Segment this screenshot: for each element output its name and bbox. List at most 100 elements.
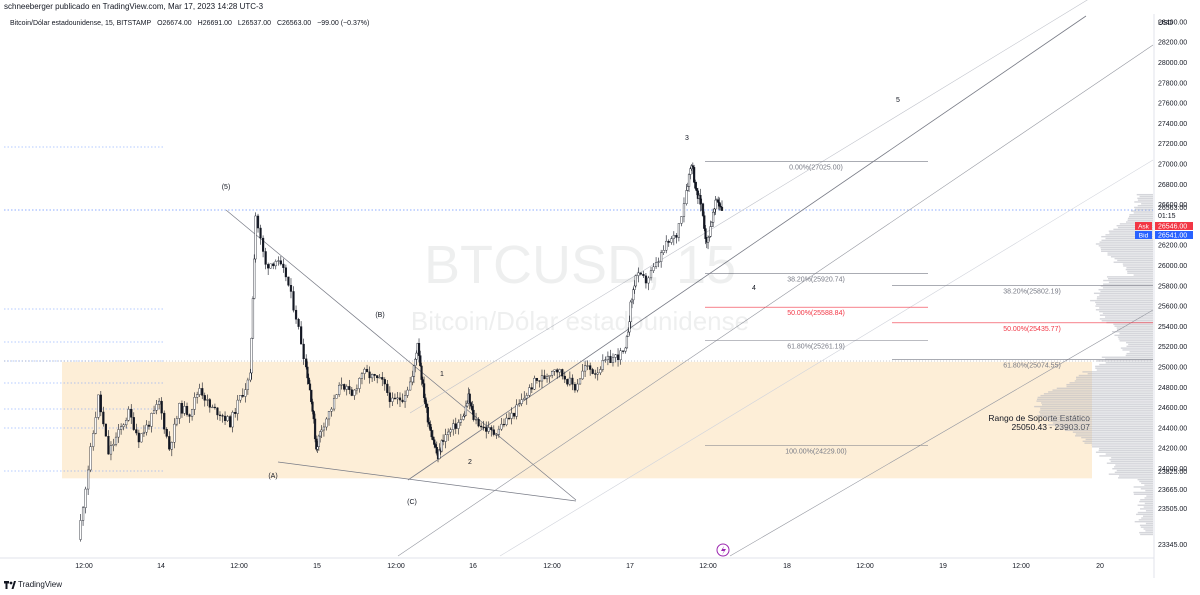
candle-body[interactable] bbox=[99, 394, 102, 413]
candle-body[interactable] bbox=[482, 426, 485, 428]
candle-body[interactable] bbox=[471, 406, 474, 411]
candle-body[interactable] bbox=[300, 326, 303, 345]
candle-body[interactable] bbox=[485, 427, 488, 432]
candle-body[interactable] bbox=[414, 359, 417, 367]
candle-body[interactable] bbox=[102, 411, 105, 425]
candle-body[interactable] bbox=[173, 423, 176, 443]
candle-body[interactable] bbox=[644, 275, 648, 284]
candle-body[interactable] bbox=[211, 406, 214, 409]
candle-body[interactable] bbox=[487, 427, 490, 432]
candle-body[interactable] bbox=[709, 226, 712, 237]
candle-body[interactable] bbox=[606, 355, 610, 360]
candle-body[interactable] bbox=[558, 369, 561, 373]
candle-body[interactable] bbox=[292, 291, 295, 311]
candle-body[interactable] bbox=[548, 375, 551, 377]
candle-body[interactable] bbox=[320, 429, 323, 432]
candle-body[interactable] bbox=[297, 319, 300, 327]
candle-body[interactable] bbox=[317, 435, 320, 447]
candle-body[interactable] bbox=[530, 387, 533, 390]
candle-body[interactable] bbox=[253, 258, 256, 299]
candle-body[interactable] bbox=[107, 436, 110, 455]
wave-label[interactable]: 2 bbox=[468, 459, 472, 466]
wave-label[interactable]: 4 bbox=[752, 285, 756, 292]
candle-body[interactable] bbox=[340, 384, 343, 386]
candle-body[interactable] bbox=[630, 299, 634, 303]
candle-body[interactable] bbox=[616, 354, 620, 361]
candle-body[interactable] bbox=[604, 359, 607, 361]
candle-body[interactable] bbox=[505, 417, 508, 425]
candle-body[interactable] bbox=[330, 408, 333, 412]
trendline[interactable] bbox=[225, 209, 577, 501]
candle-body[interactable] bbox=[628, 321, 631, 333]
candle-body[interactable] bbox=[168, 436, 171, 450]
candle-body[interactable] bbox=[190, 409, 194, 417]
candle-body[interactable] bbox=[696, 190, 700, 199]
candle-body[interactable] bbox=[327, 411, 331, 420]
candle-body[interactable] bbox=[667, 240, 670, 243]
candle-body[interactable] bbox=[305, 358, 308, 368]
candle-body[interactable] bbox=[284, 267, 288, 278]
candle-body[interactable] bbox=[229, 416, 232, 428]
wave-label[interactable]: (5) bbox=[222, 184, 231, 191]
candle-body[interactable] bbox=[609, 355, 612, 363]
candle-body[interactable] bbox=[386, 383, 389, 393]
candle-body[interactable] bbox=[639, 272, 642, 275]
candle-body[interactable] bbox=[322, 426, 326, 431]
candle-body[interactable] bbox=[449, 429, 452, 433]
candle-body[interactable] bbox=[188, 414, 191, 417]
candle-body[interactable] bbox=[368, 371, 371, 379]
wave-label[interactable]: (C) bbox=[407, 499, 417, 506]
candle-body[interactable] bbox=[221, 415, 224, 417]
trendline[interactable] bbox=[277, 461, 577, 502]
candle-body[interactable] bbox=[272, 263, 275, 267]
candle-body[interactable] bbox=[492, 429, 495, 435]
candle-body[interactable] bbox=[226, 416, 229, 421]
candle-body[interactable] bbox=[251, 298, 255, 339]
candle-body[interactable] bbox=[431, 436, 435, 440]
candle-body[interactable] bbox=[132, 417, 135, 430]
candle-body[interactable] bbox=[694, 182, 697, 189]
candle-body[interactable] bbox=[528, 387, 531, 396]
candle-body[interactable] bbox=[406, 389, 409, 396]
candle-body[interactable] bbox=[198, 388, 201, 395]
candle-body[interactable] bbox=[196, 394, 199, 398]
candle-body[interactable] bbox=[657, 261, 660, 263]
candle-body[interactable] bbox=[373, 374, 376, 376]
candle-body[interactable] bbox=[236, 399, 239, 414]
candle-body[interactable] bbox=[561, 369, 564, 377]
candle-body[interactable] bbox=[396, 397, 399, 400]
candle-body[interactable] bbox=[637, 272, 640, 276]
candle-body[interactable] bbox=[468, 393, 471, 403]
candle-body[interactable] bbox=[254, 215, 257, 260]
candle-body[interactable] bbox=[452, 423, 455, 430]
lightning-icon[interactable] bbox=[716, 543, 730, 557]
candle-body[interactable] bbox=[433, 439, 436, 445]
wave-label[interactable]: 3 bbox=[685, 135, 689, 142]
candle-body[interactable] bbox=[649, 270, 653, 279]
candle-body[interactable] bbox=[358, 378, 361, 389]
candle-body[interactable] bbox=[686, 186, 689, 191]
candle-body[interactable] bbox=[719, 205, 722, 208]
candle-body[interactable] bbox=[140, 433, 143, 443]
candle-body[interactable] bbox=[97, 394, 100, 418]
candle-body[interactable] bbox=[234, 411, 237, 414]
candle-body[interactable] bbox=[401, 399, 404, 402]
wave-label[interactable]: (A) bbox=[268, 473, 277, 480]
candle-body[interactable] bbox=[409, 381, 412, 391]
wave-label[interactable]: 5 bbox=[896, 97, 900, 104]
candle-body[interactable] bbox=[294, 309, 298, 320]
candle-body[interactable] bbox=[665, 240, 668, 251]
candle-body[interactable] bbox=[695, 188, 698, 192]
candle-body[interactable] bbox=[430, 430, 433, 438]
candle-body[interactable] bbox=[556, 369, 559, 373]
candle-body[interactable] bbox=[594, 373, 597, 375]
candle-body[interactable] bbox=[310, 389, 313, 403]
candle-body[interactable] bbox=[422, 383, 426, 398]
candle-body[interactable] bbox=[249, 372, 252, 381]
candle-body[interactable] bbox=[348, 386, 351, 390]
candle-body[interactable] bbox=[718, 202, 721, 207]
candle-body[interactable] bbox=[163, 412, 166, 430]
candle-body[interactable] bbox=[420, 365, 423, 380]
candle-body[interactable] bbox=[500, 423, 503, 430]
candle-body[interactable] bbox=[720, 206, 724, 211]
